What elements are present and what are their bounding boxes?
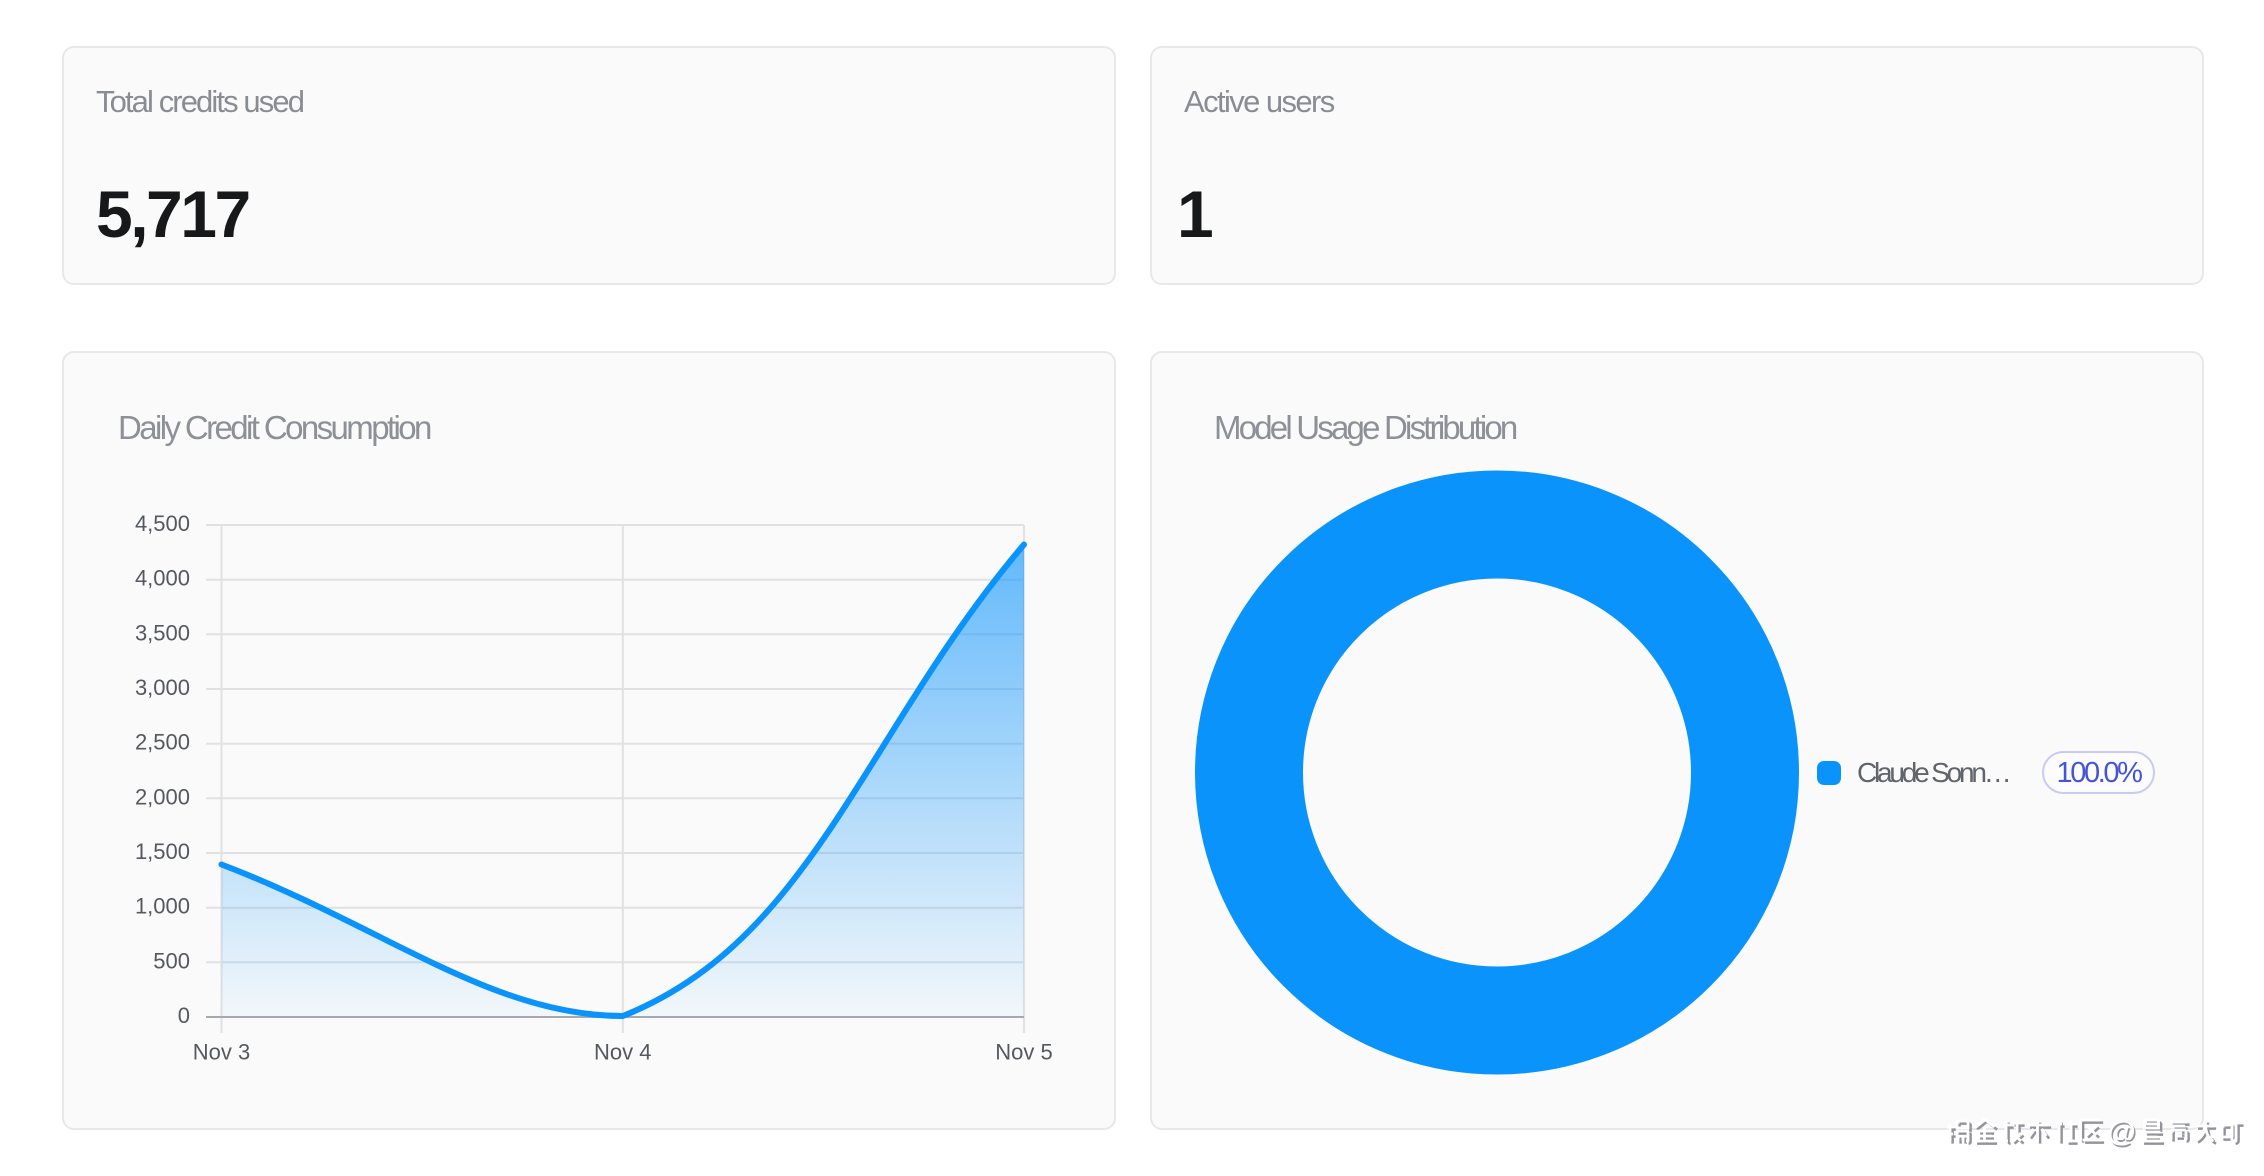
svg-text:Claude Sonn…: Claude Sonn… bbox=[1857, 757, 2009, 788]
svg-text:2,500: 2,500 bbox=[135, 730, 190, 755]
svg-text:Nov 3: Nov 3 bbox=[193, 1040, 250, 1065]
svg-text:3,000: 3,000 bbox=[135, 675, 190, 700]
svg-text:0: 0 bbox=[178, 1003, 190, 1028]
svg-text:500: 500 bbox=[153, 948, 190, 973]
svg-text:@: @ bbox=[2108, 1116, 2136, 1148]
svg-text:1,500: 1,500 bbox=[135, 839, 190, 864]
svg-text:3,500: 3,500 bbox=[135, 620, 190, 645]
svg-text:100.0%: 100.0% bbox=[2057, 757, 2143, 789]
svg-text:2,000: 2,000 bbox=[135, 784, 190, 809]
svg-text:4,000: 4,000 bbox=[135, 566, 190, 591]
svg-text:Nov 4: Nov 4 bbox=[594, 1040, 651, 1065]
svg-text:1,000: 1,000 bbox=[135, 894, 190, 919]
svg-text:@: @ bbox=[2109, 1118, 2137, 1150]
svg-text:Nov 5: Nov 5 bbox=[995, 1040, 1052, 1065]
svg-text:4,500: 4,500 bbox=[135, 511, 190, 536]
